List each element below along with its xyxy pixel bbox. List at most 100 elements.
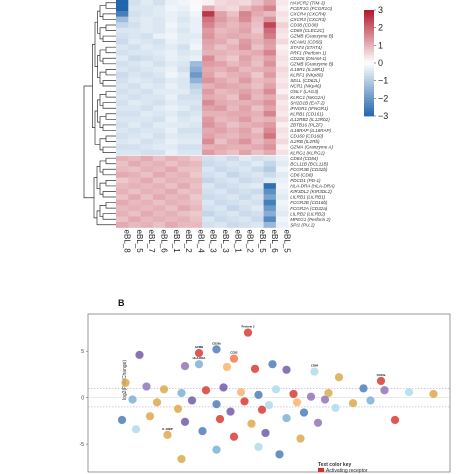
sample-label: eBL_2	[246, 230, 255, 254]
heatmap-cell	[263, 194, 277, 201]
heatmap-cell	[140, 55, 154, 62]
heatmap-cell	[128, 77, 141, 84]
heatmap-cell	[214, 155, 227, 162]
gene-label: CD84 (CD84)	[290, 156, 318, 161]
heatmap-cell	[275, 177, 289, 184]
heatmap-cell	[226, 44, 240, 51]
heatmap-cell	[275, 72, 289, 78]
heatmap-cell	[165, 22, 178, 29]
heatmap-cell	[275, 55, 289, 62]
heatmap-cell	[202, 44, 215, 51]
heatmap-cell	[202, 83, 215, 90]
scatter-point	[162, 430, 172, 440]
sample-label: eBL_2	[184, 230, 193, 254]
heatmap-cell	[239, 66, 252, 73]
heatmap-cell	[189, 155, 203, 162]
heatmap-cell	[165, 222, 178, 228]
heatmap-cell	[251, 16, 264, 23]
heatmap-cell	[116, 116, 129, 123]
sample-label: eBL_3	[221, 230, 230, 254]
gene-label: SELL (CD62L)	[290, 78, 320, 83]
scatter-point	[127, 395, 137, 405]
scatter-point	[282, 413, 292, 423]
heatmap-cell	[239, 111, 252, 117]
heatmap-cell	[177, 205, 191, 212]
heatmap-cell	[263, 177, 277, 184]
heatmap-cell	[239, 77, 252, 84]
heatmap-cell	[128, 149, 141, 156]
gene-label: CD160 (CD160)	[290, 134, 323, 139]
heatmap-cell	[152, 83, 166, 90]
dendrogram-branch	[102, 146, 116, 153]
heatmap-cell	[152, 210, 166, 217]
heatmap-cell	[177, 5, 191, 12]
heatmap-cell	[263, 94, 277, 101]
heatmap-cell	[177, 77, 191, 84]
heatmap-cell	[202, 111, 215, 117]
dendrogram-branch	[102, 168, 116, 176]
heatmap-cell	[189, 210, 203, 217]
heatmap-cell	[226, 149, 240, 156]
heatmap-cell	[214, 5, 227, 12]
dendrogram-branch	[92, 44, 95, 128]
heatmap-cell	[263, 122, 277, 128]
heatmap-cell	[128, 188, 141, 195]
heatmap-cell	[275, 210, 289, 217]
heatmap-cell	[251, 11, 264, 17]
heatmap-cell	[202, 222, 215, 228]
dendrogram-branch	[102, 57, 116, 65]
heatmap-cell	[189, 38, 203, 45]
heatmap-cell	[165, 16, 178, 23]
colorbar-step	[364, 100, 374, 104]
heatmap-cell	[226, 222, 240, 228]
heatmap-cell	[165, 33, 178, 40]
sample-label: eBL_4	[196, 230, 205, 254]
colorbar-tick-label: 0	[378, 58, 383, 68]
gene-label: CD8 (CD8)	[290, 172, 313, 177]
heatmap-cell	[275, 61, 289, 67]
scatter-point	[211, 399, 221, 409]
dendrogram-branch	[83, 85, 94, 199]
heatmap-cell	[128, 166, 141, 173]
scatter-point	[268, 359, 278, 369]
heatmap-cell	[226, 61, 240, 67]
heatmap-cell	[189, 127, 203, 134]
colorbar-step	[364, 25, 374, 29]
heatmap-cell	[263, 22, 277, 29]
heatmap-cell	[239, 199, 252, 206]
scatter-point-label: CD32	[230, 351, 238, 355]
heatmap-cell	[128, 205, 141, 212]
heatmap-cell	[177, 166, 191, 173]
heatmap-cell	[128, 194, 141, 201]
heatmap-cell	[152, 222, 166, 228]
heatmap-cell	[263, 49, 277, 56]
heatmap-cell	[275, 216, 289, 223]
heatmap-cell	[251, 116, 264, 123]
heatmap-cell	[263, 16, 277, 23]
heatmap-cell	[263, 77, 277, 84]
colorbar-step	[364, 15, 374, 19]
gene-label: IFNGR1 (IFNGR1)	[290, 106, 328, 111]
gene-label: IL18R1 (IL18R1)	[290, 67, 324, 72]
heatmap-cell	[140, 138, 154, 145]
heatmap-cell	[128, 199, 141, 206]
heatmap-cell	[202, 0, 215, 6]
colorbar-step	[364, 44, 374, 48]
heatmap-cell	[275, 194, 289, 201]
heatmap-cell	[116, 216, 129, 223]
scatter-point-label: CD16b	[212, 341, 221, 345]
heatmap-cell	[202, 177, 215, 184]
heatmap-cell	[116, 49, 129, 56]
heatmap-cell	[177, 194, 191, 201]
dendrogram-branch	[97, 99, 100, 123]
heatmap-cell	[226, 55, 240, 62]
heatmap-cell	[116, 0, 129, 6]
gene-label: GZMA (Granzyme A)	[290, 145, 333, 150]
heatmap-cell	[177, 216, 191, 223]
heatmap-cell	[189, 133, 203, 140]
heatmap-cell	[202, 38, 215, 45]
gene-label: LILRB1 (LILRB1)	[290, 195, 325, 200]
heatmap-cell	[251, 105, 264, 112]
heatmap-cell	[189, 61, 203, 67]
heatmap-cell	[152, 44, 166, 51]
